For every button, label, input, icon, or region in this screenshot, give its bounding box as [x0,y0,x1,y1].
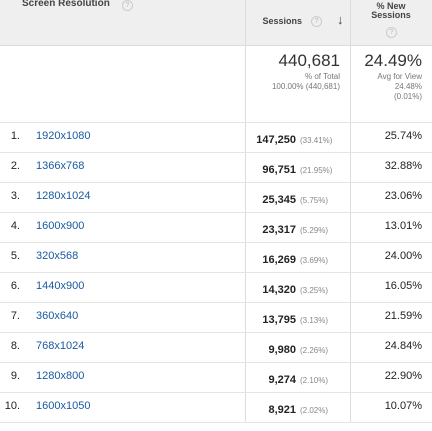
new-sessions-value: 22.90% [384,370,422,382]
row-index: 3. [10,190,20,202]
sessions-cell: 23,317 (5.29%) [240,220,340,238]
resolution-link[interactable]: 1920x1080 [36,130,91,142]
row-divider [0,332,432,333]
sessions-cell: 25,345 (5.75%) [240,190,340,208]
resolution-link[interactable]: 1280x800 [36,370,85,382]
header-row [0,0,432,46]
sessions-share: (3.13%) [300,316,329,325]
sessions-cell: 9,980 (2.26%) [240,340,340,358]
resolution-link[interactable]: 768x1024 [36,340,85,352]
new-sessions-value: 32.88% [384,160,422,172]
row-index: 5. [10,250,20,262]
sessions-value: 13,795 [262,314,296,326]
sessions-cell: 16,269 (3.69%) [240,250,340,268]
new-sessions-value: 25.74% [384,130,422,142]
avg-note: Avg for View [377,72,422,81]
new-sessions-value: 16.05% [384,280,422,292]
new-sessions-value: 13.01% [384,220,422,232]
resolution-link[interactable]: 360x640 [36,310,79,322]
row-divider [0,152,432,153]
row-divider [0,392,432,393]
resolution-link[interactable]: 1440x900 [36,280,85,292]
avg-diff: (0.01%) [393,92,422,101]
sessions-value: 25,345 [262,194,296,206]
sessions-share: (2.10%) [300,376,329,385]
total-share: 100.00% (440,681) [271,82,340,91]
sessions-share: (3.69%) [300,256,329,265]
help-icon[interactable]: ? [386,27,397,38]
row-divider [0,212,432,213]
sessions-cell: 96,751 (21.95%) [240,160,340,178]
sessions-value: 9,980 [268,344,296,356]
sessions-share: (5.29%) [300,226,329,235]
row-divider [0,302,432,303]
sessions-value: 14,320 [262,284,296,296]
sessions-cell: 9,274 (2.10%) [240,370,340,388]
sessions-value: 8,921 [268,404,296,416]
sessions-cell: 147,250 (33.41%) [240,130,340,148]
row-index: 7. [10,310,20,322]
help-icon[interactable]: ? [311,16,322,27]
resolution-link[interactable]: 320x568 [36,250,79,262]
sessions-cell: 13,795 (3.13%) [240,310,340,328]
sessions-value: 147,250 [256,134,296,146]
resolution-link[interactable]: 1280x1024 [36,190,91,202]
total-note: % of Total [305,72,340,81]
row-index: 6. [10,280,20,292]
new-sessions-header[interactable]: % New Sessions [371,1,411,20]
row-index: 2. [10,160,20,172]
resolution-link[interactable]: 1600x1050 [36,400,91,412]
new-sessions-value: 24.84% [384,340,422,352]
row-divider [0,362,432,363]
row-divider [0,422,432,423]
sessions-value: 96,751 [262,164,296,176]
sessions-share: (5.75%) [300,196,329,205]
total-sessions: 440,681 [278,51,340,70]
row-divider [0,182,432,183]
resolution-link[interactable]: 1366x768 [36,160,85,172]
avg-value: 24.48% [394,82,422,91]
new-sessions-value: 10.07% [384,400,422,412]
sort-arrow[interactable]: ↓ [337,12,344,27]
sessions-header[interactable]: Sessions [262,16,302,26]
sessions-cell: 8,921 (2.02%) [240,400,340,418]
row-divider [0,122,432,123]
dimension-header[interactable]: Screen Resolution [22,0,110,9]
sessions-cell: 14,320 (3.25%) [240,280,340,298]
sessions-value: 9,274 [268,374,296,386]
row-index: 10. [4,400,20,412]
new-sessions-value: 21.59% [384,310,422,322]
sessions-share: (2.02%) [300,406,329,415]
new-sessions-value: 23.06% [384,190,422,202]
new-sessions-value: 24.00% [384,250,422,262]
resolution-link[interactable]: 1600x900 [36,220,85,232]
row-index: 9. [10,370,20,382]
row-index: 1. [10,130,20,142]
help-icon[interactable]: ? [122,0,133,11]
row-divider [0,272,432,273]
sessions-share: (21.95%) [300,166,333,175]
row-index: 8. [10,340,20,352]
sessions-value: 16,269 [262,254,296,266]
row-index: 4. [10,220,20,232]
sessions-share: (3.25%) [300,286,329,295]
total-new-sessions: 24.49% [364,51,422,70]
sessions-share: (2.26%) [300,346,329,355]
row-divider [0,242,432,243]
column-divider [350,0,351,422]
sessions-value: 23,317 [262,224,296,236]
column-divider [245,0,246,422]
sessions-share: (33.41%) [300,136,333,145]
